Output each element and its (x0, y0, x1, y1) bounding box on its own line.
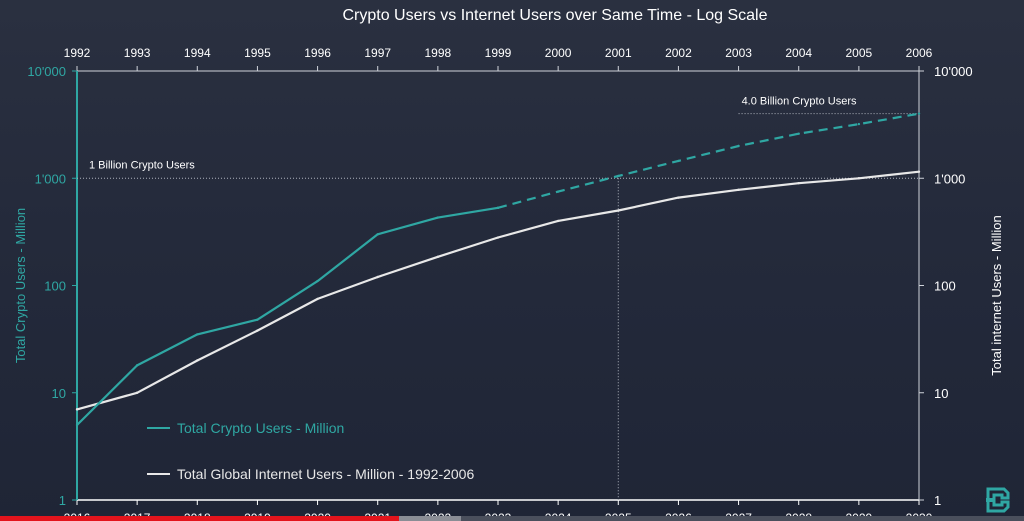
data-point-crypto-users (256, 318, 259, 321)
video-played-fill (0, 516, 400, 521)
x-bottom-tick-label: 2024 (545, 511, 572, 516)
y-left-tick-label: 100 (44, 279, 66, 294)
x-bottom-tick-label: 2026 (665, 511, 692, 516)
data-point-internet-users (737, 188, 740, 192)
video-progress-bar[interactable] (0, 516, 1024, 521)
x-top-tick-label: 1996 (304, 46, 331, 60)
data-point-internet-users (797, 181, 800, 185)
y-axis-right-label: Total internet Users - Million (989, 215, 1004, 375)
series-line-crypto-projection (497, 112, 920, 209)
x-bottom-tick-label: 2028 (785, 511, 812, 516)
data-point-crypto-users (196, 333, 199, 336)
data-point-internet-users (196, 359, 199, 362)
x-bottom-tick-label: 2030 (906, 511, 933, 516)
data-point-internet-users (617, 209, 620, 212)
data-point-internet-users (316, 297, 319, 301)
legend-label-internet: Total Global Internet Users - Million - … (177, 466, 474, 482)
data-point-crypto-users (75, 423, 79, 427)
y-right-tick-label: 1'000 (934, 171, 965, 186)
data-point-internet-users (75, 408, 79, 411)
channel-logo-icon (986, 487, 1010, 513)
data-point-crypto-users (376, 233, 379, 236)
x-bottom-tick-label: 2017 (124, 511, 151, 516)
series-line-crypto-users (76, 206, 499, 426)
data-point-crypto-projection (737, 144, 740, 148)
data-point-internet-users (677, 196, 680, 199)
data-point-internet-users (376, 275, 379, 279)
legend: Total Crypto Users - Million Total Global… (147, 420, 474, 482)
x-top-tick-label: 2001 (605, 46, 632, 60)
data-point-crypto-users (135, 364, 139, 367)
x-bottom-tick-label: 2022 (425, 511, 452, 516)
y-right-tick-label: 100 (934, 279, 956, 294)
data-point-crypto-projection (797, 132, 800, 135)
x-bottom-tick-label: 2021 (364, 511, 391, 516)
x-top-tick-label: 2003 (725, 46, 752, 60)
x-top-tick-label: 2002 (665, 46, 692, 60)
y-right-tick-label: 10'000 (934, 64, 973, 79)
data-point-internet-users (556, 219, 560, 223)
data-point-crypto-projection (496, 206, 500, 210)
x-bottom-tick-label: 2020 (304, 511, 331, 516)
x-top-tick-label: 1997 (364, 46, 391, 60)
series-group (75, 112, 921, 427)
data-point-internet-users (135, 391, 139, 394)
data-point-crypto-projection (617, 174, 620, 178)
y-left-tick-label: 1'000 (35, 171, 66, 186)
axes: 2016 2017 2018 2019 2020 2021 2022 2023 2024 2025… (13, 46, 1004, 516)
x-bottom-tick-label: 2019 (244, 511, 271, 516)
data-point-internet-users (857, 177, 861, 180)
video-buffer-fill (399, 516, 461, 521)
annotation-4b-label: 4.0 Billion Crypto Users (742, 96, 857, 108)
x-bottom-tick-label: 2027 (725, 511, 752, 516)
x-top-tick-label: 1998 (425, 46, 452, 60)
data-point-crypto-users (436, 216, 440, 219)
y-left-tick-label: 10 (52, 386, 66, 401)
data-point-crypto-users (316, 279, 319, 283)
x-top-tick-label: 2006 (906, 46, 933, 60)
x-bottom-tick-label: 2025 (605, 511, 632, 516)
annotation-1b-label: 1 Billion Crypto Users (89, 159, 195, 171)
data-point-crypto-projection (677, 159, 680, 163)
x-top-tick-label: 1995 (244, 46, 271, 60)
x-top-tick-label: 2005 (846, 46, 873, 60)
y-right-tick-label: 1 (934, 493, 941, 508)
data-point-internet-users (917, 170, 921, 173)
data-point-internet-users (496, 236, 500, 239)
data-point-internet-users (436, 255, 440, 259)
data-point-internet-users (256, 329, 259, 332)
chart-title: Crypto Users vs Internet Users over Same… (342, 7, 767, 24)
x-bottom-tick-label: 2018 (184, 511, 211, 516)
y-left-tick-label: 10'000 (27, 64, 66, 79)
x-top-tick-label: 2000 (545, 46, 572, 60)
y-axis-left-label: Total Crypto Users - Million (13, 208, 28, 363)
x-top-tick-label: 1999 (485, 46, 512, 60)
y-left-tick-label: 1 (59, 493, 66, 508)
y-right-tick-label: 10 (934, 386, 948, 401)
x-top-tick-label: 2004 (785, 46, 812, 60)
x-bottom-tick-label: 2029 (846, 511, 873, 516)
data-point-crypto-projection (917, 112, 921, 115)
x-top-tick-label: 1992 (64, 46, 91, 60)
data-point-crypto-projection (556, 190, 560, 193)
x-bottom-tick-label: 2023 (485, 511, 512, 516)
x-top-tick-label: 1993 (124, 46, 151, 60)
data-point-crypto-projection (857, 122, 861, 126)
annotations: 1 Billion Crypto Users 4.0 Billion Crypto… (77, 96, 919, 500)
x-bottom-tick-label: 2016 (64, 511, 91, 516)
x-top-tick-label: 1994 (184, 46, 211, 60)
legend-label-crypto: Total Crypto Users - Million (177, 420, 344, 436)
